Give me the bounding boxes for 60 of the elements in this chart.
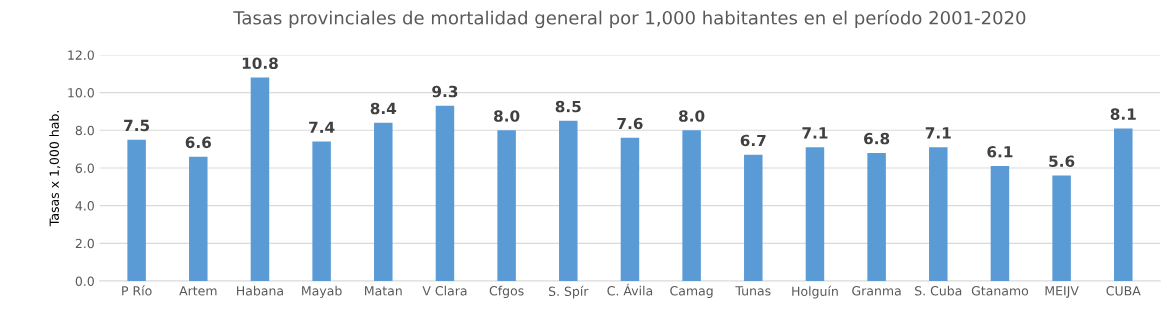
bar <box>620 137 640 282</box>
y-axis-title: Tasas x 1,000 hab. <box>49 111 61 227</box>
data-label: 8.4 <box>370 102 397 115</box>
x-tick-label: Mayab <box>302 285 342 298</box>
data-label: 9.3 <box>432 85 458 98</box>
y-tick-label: 0.0 <box>75 276 94 286</box>
x-tick-label: Habana <box>237 285 283 296</box>
bar <box>559 120 578 282</box>
data-label: 7.1 <box>925 127 951 139</box>
x-tick-label: CUBA <box>1106 286 1141 296</box>
x-tick-label: Gtanamo <box>971 286 1029 296</box>
x-tick-label: P Río <box>122 285 152 296</box>
bar <box>250 77 270 282</box>
bar <box>312 141 331 282</box>
x-tick-label: Holguín <box>792 285 838 299</box>
x-tick-label: Tunas <box>735 286 771 296</box>
data-label: 10.8 <box>242 57 278 69</box>
data-label: 6.6 <box>185 136 211 149</box>
bar <box>867 152 886 282</box>
data-label: 7.5 <box>124 119 150 132</box>
data-label: 8.1 <box>1110 108 1136 120</box>
data-label: 8.5 <box>555 100 581 113</box>
bar <box>1052 175 1071 282</box>
x-tick-label: Camag <box>670 286 713 298</box>
x-tick-label: MEIJV <box>1045 286 1079 298</box>
bar <box>435 105 455 282</box>
data-label: 8.0 <box>494 110 520 122</box>
bar <box>682 130 701 282</box>
y-tick-label: 10.0 <box>68 88 94 98</box>
bar <box>744 154 763 282</box>
y-tick-label: 8.0 <box>75 125 94 136</box>
x-tick-label: Matan <box>365 286 402 296</box>
bar <box>805 147 825 282</box>
y-tick-label: 4.0 <box>75 201 94 211</box>
data-label: 6.7 <box>740 134 766 147</box>
bar <box>929 147 948 282</box>
data-label: 6.8 <box>864 132 890 145</box>
x-tick-label: S. Spír <box>548 285 589 299</box>
x-tick-label: Artem <box>179 286 217 296</box>
data-label: 7.4 <box>309 121 335 133</box>
bar <box>1114 128 1133 282</box>
y-tick-label: 6.0 <box>75 163 94 173</box>
bar <box>497 130 516 282</box>
data-label: 5.6 <box>1049 155 1075 167</box>
x-tick-label: Granma <box>852 286 901 296</box>
y-tick-label: 12.0 <box>68 50 94 60</box>
bar <box>374 122 393 282</box>
chart-title: Tasas provinciales de mortalidad general por 1,000 habitantes en el período 2001-2020 <box>233 9 1026 29</box>
bar <box>990 166 1010 282</box>
bar <box>189 156 208 282</box>
data-label: 6.1 <box>987 146 1013 158</box>
y-tick-label: 2.0 <box>75 238 94 249</box>
x-tick-label: Cfgos <box>489 285 524 298</box>
data-label: 7.1 <box>802 127 828 139</box>
data-label: 8.0 <box>679 110 705 122</box>
x-tick-label: C. Ávila <box>607 283 653 296</box>
x-tick-label: V Clara <box>422 285 467 296</box>
bar <box>127 139 146 282</box>
data-label: 7.6 <box>617 117 643 130</box>
x-tick-label: S. Cuba <box>915 285 962 296</box>
